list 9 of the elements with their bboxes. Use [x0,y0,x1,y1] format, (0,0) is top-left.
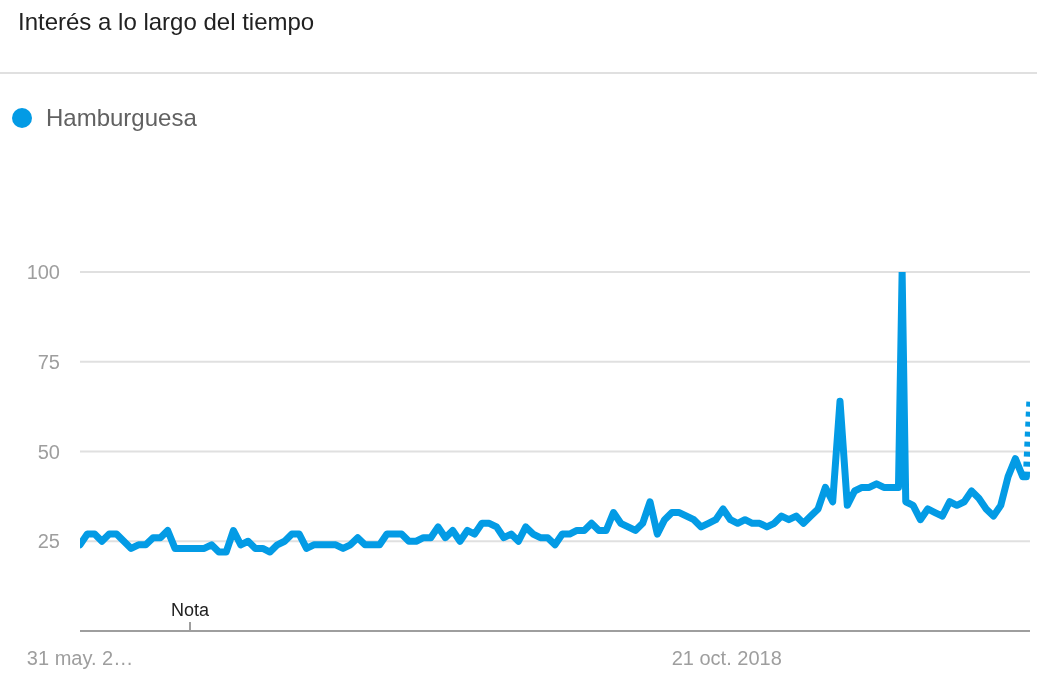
x-tick-label: 31 may. 2… [26,647,134,670]
y-tick-label: 100 [26,261,60,284]
y-tick-label: 25 [37,530,60,553]
annotation: Nota [170,600,210,621]
x-tick-label: 21 oct. 2018 [671,647,782,670]
chart-title: Interés a lo largo del tiempo [18,8,315,36]
legend-label: Hamburguesa [46,104,197,132]
y-tick-label: 50 [37,440,60,463]
y-tick-label: 75 [37,350,60,373]
